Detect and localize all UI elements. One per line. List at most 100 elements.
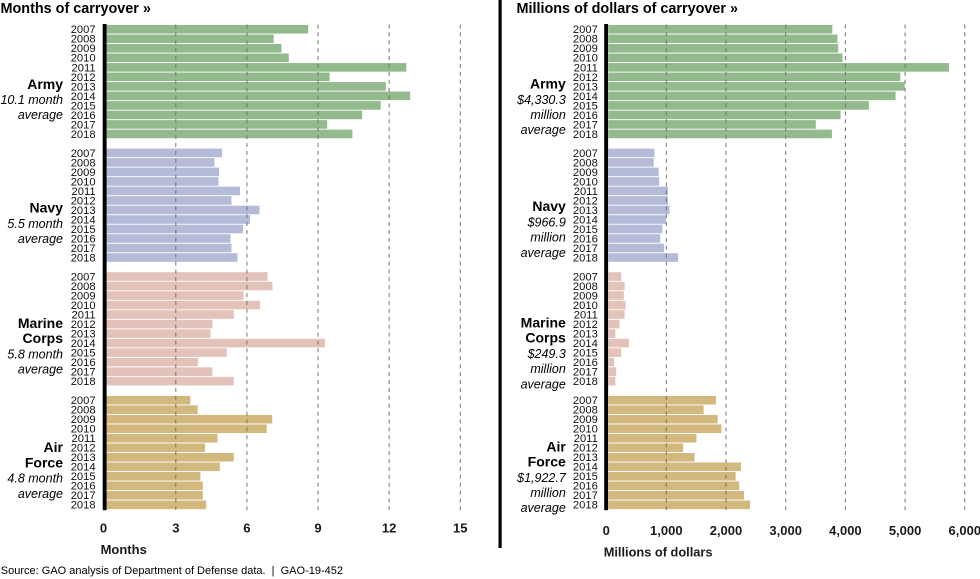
svg-text:2017: 2017 — [71, 367, 96, 379]
svg-text:Months of carryover »: Months of carryover » — [1, 1, 151, 17]
svg-text:3,000: 3,000 — [769, 523, 802, 538]
svg-text:2009: 2009 — [573, 414, 598, 426]
svg-text:2010: 2010 — [573, 53, 598, 65]
svg-text:Marine: Marine — [521, 315, 566, 331]
svg-text:2016: 2016 — [71, 233, 96, 245]
svg-text:2018: 2018 — [573, 129, 598, 141]
svg-text:2012: 2012 — [573, 195, 598, 207]
svg-text:2016: 2016 — [71, 357, 96, 369]
svg-text:2012: 2012 — [71, 72, 96, 84]
svg-text:2012: 2012 — [71, 443, 96, 455]
svg-text:2010: 2010 — [573, 300, 598, 312]
svg-text:2017: 2017 — [71, 490, 96, 502]
svg-text:2009: 2009 — [71, 43, 96, 55]
svg-text:2010: 2010 — [71, 300, 96, 312]
svg-text:2013: 2013 — [573, 328, 598, 340]
svg-text:2007: 2007 — [573, 24, 598, 36]
svg-text:2015: 2015 — [573, 100, 598, 112]
svg-text:Navy: Navy — [532, 198, 566, 214]
svg-text:0: 0 — [100, 521, 107, 536]
svg-text:4.8 month: 4.8 month — [7, 472, 63, 486]
svg-text:2016: 2016 — [71, 110, 96, 122]
svg-text:million: million — [530, 108, 565, 122]
svg-text:2008: 2008 — [573, 34, 598, 46]
svg-text:2015: 2015 — [573, 348, 598, 360]
svg-text:2016: 2016 — [573, 357, 598, 369]
svg-text:average: average — [521, 123, 566, 137]
svg-text:2008: 2008 — [71, 281, 96, 293]
svg-text:2007: 2007 — [573, 395, 598, 407]
svg-text:2012: 2012 — [71, 195, 96, 207]
svg-text:2015: 2015 — [71, 471, 96, 483]
svg-text:2017: 2017 — [71, 119, 96, 131]
svg-text:0: 0 — [603, 523, 610, 538]
svg-text:10.1 month: 10.1 month — [0, 93, 63, 107]
svg-text:2015: 2015 — [573, 471, 598, 483]
svg-text:9: 9 — [314, 521, 321, 536]
svg-text:Air: Air — [44, 439, 64, 455]
svg-text:Marine: Marine — [18, 315, 63, 331]
svg-text:2014: 2014 — [71, 338, 96, 350]
svg-text:2013: 2013 — [71, 452, 96, 464]
svg-text:2014: 2014 — [573, 462, 598, 474]
svg-text:2008: 2008 — [573, 281, 598, 293]
svg-text:2013: 2013 — [573, 452, 598, 464]
svg-text:average: average — [521, 246, 566, 260]
svg-text:2013: 2013 — [573, 205, 598, 217]
svg-text:3: 3 — [172, 521, 179, 536]
svg-text:2016: 2016 — [71, 481, 96, 493]
svg-text:2008: 2008 — [71, 34, 96, 46]
svg-text:2017: 2017 — [573, 367, 598, 379]
svg-text:2009: 2009 — [71, 414, 96, 426]
svg-text:2015: 2015 — [573, 224, 598, 236]
svg-text:Source: GAO analysis of Depart: Source: GAO analysis of Department of De… — [1, 565, 343, 577]
svg-text:2012: 2012 — [573, 319, 598, 331]
svg-text:2018: 2018 — [573, 376, 598, 388]
svg-text:1,000: 1,000 — [650, 523, 683, 538]
svg-text:6,000: 6,000 — [949, 523, 980, 538]
svg-text:2015: 2015 — [71, 348, 96, 360]
svg-text:2017: 2017 — [71, 243, 96, 255]
svg-text:2015: 2015 — [71, 224, 96, 236]
svg-text:2007: 2007 — [573, 271, 598, 283]
svg-text:2011: 2011 — [72, 186, 96, 198]
svg-text:2008: 2008 — [573, 405, 598, 417]
svg-text:2012: 2012 — [573, 72, 598, 84]
svg-text:Army: Army — [27, 76, 63, 92]
svg-text:2009: 2009 — [573, 167, 598, 179]
svg-text:2011: 2011 — [72, 309, 96, 321]
svg-text:average: average — [18, 487, 63, 501]
svg-text:Air: Air — [546, 438, 566, 454]
svg-text:$966.9: $966.9 — [527, 215, 566, 229]
svg-text:2016: 2016 — [573, 481, 598, 493]
svg-text:$249.3: $249.3 — [527, 347, 566, 361]
svg-text:2011: 2011 — [574, 62, 598, 74]
svg-text:2007: 2007 — [71, 148, 96, 160]
svg-text:Navy: Navy — [30, 200, 64, 216]
svg-text:2012: 2012 — [71, 319, 96, 331]
svg-text:2018: 2018 — [573, 252, 598, 264]
svg-text:million: million — [530, 362, 565, 376]
svg-text:6: 6 — [243, 521, 250, 536]
svg-text:2014: 2014 — [71, 214, 96, 226]
svg-text:2018: 2018 — [71, 376, 96, 388]
svg-text:2017: 2017 — [573, 490, 598, 502]
svg-text:2012: 2012 — [573, 443, 598, 455]
svg-text:2009: 2009 — [71, 290, 96, 302]
svg-text:2010: 2010 — [71, 424, 96, 436]
svg-text:4,000: 4,000 — [829, 523, 862, 538]
svg-text:Corps: Corps — [525, 330, 566, 346]
svg-text:2014: 2014 — [573, 91, 598, 103]
svg-text:Months: Months — [101, 542, 147, 557]
svg-text:2013: 2013 — [71, 205, 96, 217]
svg-text:2017: 2017 — [573, 243, 598, 255]
svg-text:Corps: Corps — [23, 330, 64, 346]
svg-text:2016: 2016 — [573, 110, 598, 122]
svg-text:2008: 2008 — [573, 157, 598, 169]
svg-text:million: million — [530, 231, 565, 245]
svg-text:2014: 2014 — [573, 338, 598, 350]
svg-text:5.5 month: 5.5 month — [7, 217, 63, 231]
svg-text:million: million — [530, 486, 565, 500]
svg-text:Army: Army — [530, 76, 566, 92]
svg-text:2014: 2014 — [573, 214, 598, 226]
